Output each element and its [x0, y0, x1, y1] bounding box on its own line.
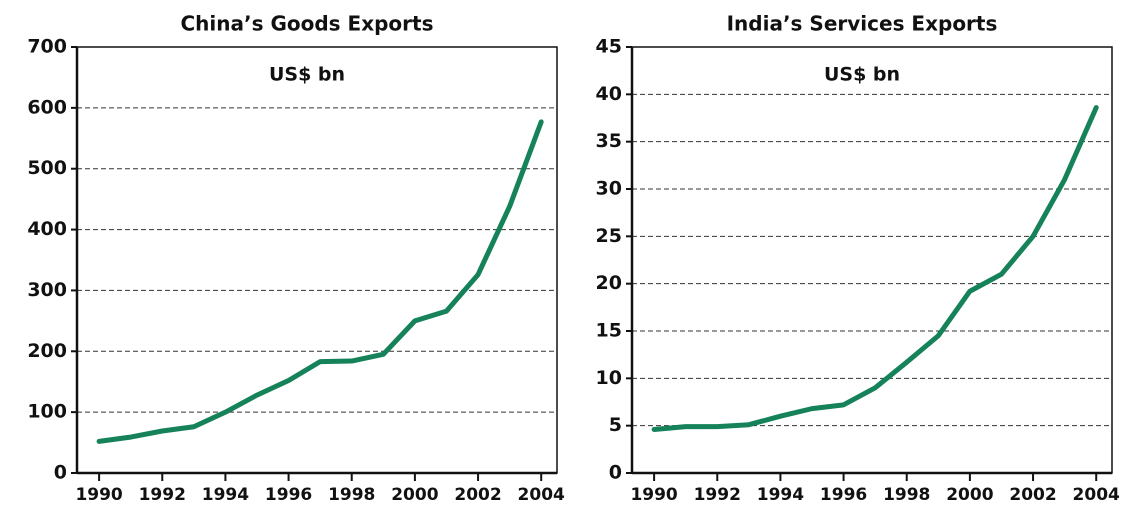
chart-title: India’s Services Exports [727, 12, 998, 36]
x-tick-label: 1990 [75, 485, 122, 505]
y-tick-label: 25 [596, 225, 622, 247]
y-tick-label: 20 [596, 272, 622, 294]
y-tick-label: 200 [27, 340, 67, 362]
line-series [651, 105, 1099, 432]
y-tick-label: 30 [596, 178, 622, 200]
line-series [96, 119, 544, 444]
x-tick-label: 1992 [694, 485, 741, 505]
x-tick-label: 2002 [1009, 485, 1056, 505]
x-tick-label: 1994 [202, 485, 249, 505]
x-tick-label: 1994 [757, 485, 804, 505]
x-tick-label: 2004 [1073, 485, 1120, 505]
subtitle: US$ bn [824, 64, 900, 86]
y-tick-label: 15 [596, 320, 622, 342]
y-tick-label: 100 [27, 401, 67, 423]
y-tick-label: 10 [596, 367, 622, 389]
x-tick-label: 2000 [391, 485, 438, 505]
y-tick-label: 600 [27, 96, 67, 118]
x-tick-label: 1996 [820, 485, 867, 505]
x-tick-label: 2004 [518, 485, 565, 505]
y-tick-label: 0 [54, 462, 67, 484]
y-tick-label: 45 [596, 36, 622, 58]
x-tick-label: 1992 [139, 485, 186, 505]
y-tick-label: 500 [27, 157, 67, 179]
x-tick-label: 1998 [883, 485, 930, 505]
chart-title: China’s Goods Exports [181, 12, 434, 36]
y-tick-label: 700 [27, 36, 67, 58]
y-tick-label: 300 [27, 279, 67, 301]
y-tick-label: 5 [609, 414, 622, 436]
y-tick-label: 35 [596, 130, 622, 152]
y-tick-label: 0 [609, 462, 622, 484]
x-tick-label: 1996 [265, 485, 312, 505]
y-tick-label: 400 [27, 218, 67, 240]
subtitle: US$ bn [269, 64, 345, 86]
x-tick-label: 2002 [454, 485, 501, 505]
x-tick-label: 2000 [946, 485, 993, 505]
x-tick-label: 1998 [328, 485, 375, 505]
x-tick-label: 1990 [630, 485, 677, 505]
plot-frame [631, 46, 1113, 474]
y-tick-label: 40 [596, 83, 622, 105]
